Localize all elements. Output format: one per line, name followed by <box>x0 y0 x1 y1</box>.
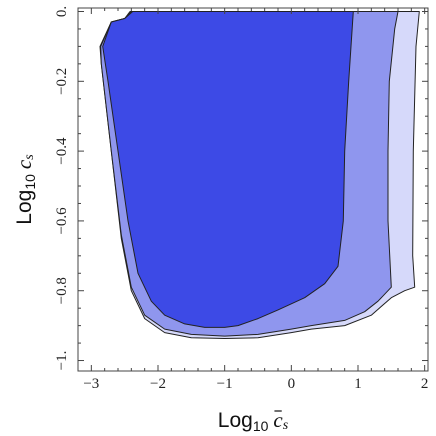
x-tick-label: 1 <box>354 376 362 392</box>
svg-text:Log10cs: Log10 cs <box>12 154 38 225</box>
x-axis-title: Log10 cs <box>218 408 289 434</box>
y-tick-label: −0.8 <box>54 277 70 304</box>
axis-title-log-base: 10 <box>253 418 269 434</box>
y-tick-label: 0. <box>54 6 70 17</box>
x-tick-label: −1 <box>217 376 233 392</box>
axis-title-log: Log <box>218 409 253 432</box>
x-tick-label: 2 <box>421 376 429 392</box>
y-tick-label: −1. <box>54 351 70 371</box>
plot-frame <box>77 7 429 372</box>
axis-title-log-base: 10 <box>22 174 38 190</box>
y-tick-label: −0.6 <box>54 207 70 235</box>
axis-title-variable-subscript: s <box>283 418 289 433</box>
y-tick-label: −0.2 <box>54 68 70 95</box>
svg-text:Log10cs: Log10cs <box>218 408 289 434</box>
x-tick-label: −3 <box>83 376 99 392</box>
axis-title-variable: c <box>12 159 36 169</box>
y-axis-title: Log10 cs <box>12 154 38 225</box>
axis-title-variable: c <box>273 408 283 432</box>
x-tick-label: −2 <box>150 376 166 392</box>
regions-layer <box>99 11 420 339</box>
y-axis-ticks: 0. −0.2 −0.4 −0.6 −0.8 −1. <box>54 6 428 371</box>
contour-region-3 <box>102 11 354 328</box>
axis-title-log: Log <box>13 190 36 225</box>
x-axis-ticks: −3 −2 −1 0 1 2 <box>77 8 429 392</box>
x-tick-label: 0 <box>288 376 296 392</box>
y-tick-label: −0.4 <box>54 137 70 165</box>
axis-title-variable-subscript: s <box>22 154 37 160</box>
